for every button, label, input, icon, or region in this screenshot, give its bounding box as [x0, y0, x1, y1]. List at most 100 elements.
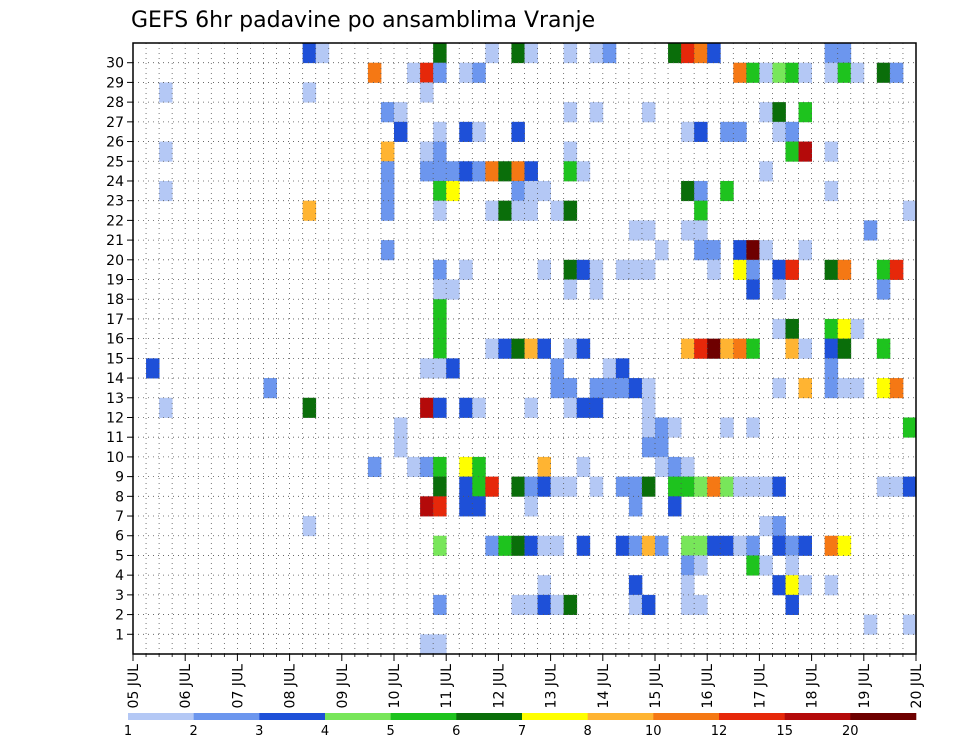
heatmap-cell [433, 496, 447, 517]
heatmap-cell [433, 358, 447, 379]
y-tick-label: 14 [106, 371, 124, 387]
heatmap-cell [733, 240, 747, 261]
heatmap-cell [589, 43, 604, 64]
y-axis: 1234567891011121314151617181920212223242… [106, 56, 133, 643]
colorbar-label: 12 [711, 724, 728, 739]
y-tick-label: 9 [115, 470, 124, 486]
heatmap-cell [394, 417, 408, 438]
heatmap-cell [824, 378, 839, 399]
colorbar-swatch [784, 713, 851, 720]
heatmap-cell [459, 476, 473, 497]
heatmap-cell [824, 358, 839, 379]
colorbar-label: 1 [124, 724, 132, 739]
heatmap-cell [563, 161, 578, 182]
heatmap-cell [563, 378, 578, 399]
heatmap-cell [824, 180, 839, 202]
heatmap-cell [537, 180, 551, 202]
heatmap-cell [681, 555, 695, 576]
heatmap-cell [589, 378, 604, 399]
heatmap-cell [720, 180, 734, 202]
heatmap-cell [446, 180, 460, 202]
heatmap-cell [550, 594, 565, 615]
y-tick-label: 7 [115, 509, 124, 525]
heatmap-cell [733, 259, 747, 280]
heatmap-cell [785, 259, 799, 280]
heatmap-cell [589, 476, 604, 497]
heatmap-cell [459, 496, 473, 517]
heatmap-cell [537, 594, 551, 615]
heatmap-cell [563, 476, 578, 497]
heatmap-cell [433, 318, 447, 340]
heatmap-cell [655, 240, 669, 261]
heatmap-cell [485, 43, 499, 64]
heatmap-cell [655, 417, 669, 438]
heatmap-cell [524, 43, 538, 64]
heatmap-cell [433, 594, 447, 615]
heatmap-cell [380, 102, 395, 123]
heatmap-cell [902, 614, 917, 635]
heatmap-cell [602, 358, 617, 379]
heatmap-cell [785, 141, 799, 162]
heatmap-cell [772, 62, 786, 83]
heatmap-cell [681, 338, 695, 359]
heatmap-cell [824, 259, 839, 280]
heatmap-cell [615, 358, 630, 379]
heatmap-cell [681, 535, 695, 556]
heatmap-cell [694, 555, 708, 576]
heatmap-cell [146, 358, 160, 379]
heatmap-cell [720, 535, 734, 556]
heatmap-cell [433, 43, 447, 64]
heatmap-cell [433, 397, 447, 418]
heatmap-cell [720, 476, 734, 497]
heatmap-cell [681, 121, 695, 142]
heatmap-cell [798, 378, 812, 399]
heatmap-cell [563, 279, 578, 300]
colorbar-swatch [587, 713, 654, 720]
heatmap-cell [733, 338, 747, 359]
y-tick-label: 6 [115, 529, 124, 545]
heatmap-cell [785, 338, 799, 359]
heatmap-cell [433, 299, 447, 320]
heatmap-cell [694, 121, 708, 142]
heatmap-cell [315, 43, 330, 64]
heatmap-cell [837, 318, 852, 340]
heatmap-cell [524, 161, 538, 182]
y-tick-label: 1 [115, 627, 124, 643]
heatmap-cell [615, 259, 630, 280]
heatmap-cell [733, 121, 747, 142]
heatmap-cell [459, 259, 473, 280]
heatmap-cell [524, 476, 538, 497]
heatmap-cell [668, 476, 682, 497]
heatmap-cell [485, 535, 499, 556]
heatmap-cell [485, 200, 499, 221]
heatmap-cell [824, 575, 839, 596]
heatmap-cell [589, 397, 604, 418]
y-tick-label: 23 [106, 194, 124, 210]
heatmap-cell [668, 417, 682, 438]
y-tick-label: 29 [106, 75, 124, 91]
chart-title: GEFS 6hr padavine po ansamblima Vranje [131, 8, 595, 33]
heatmap-cell [420, 82, 434, 103]
x-tick-label: 16 JUL [700, 664, 716, 709]
heatmap-cell [472, 456, 486, 478]
x-tick-label: 08 JUL [283, 664, 299, 709]
heatmap-cell [485, 161, 499, 182]
colorbar-swatch [522, 713, 588, 720]
heatmap-cell [446, 279, 460, 300]
colorbar-swatch [325, 713, 391, 720]
heatmap-cell [876, 279, 891, 300]
x-tick-label: 12 JUL [491, 664, 507, 709]
heatmap-cell [824, 43, 839, 64]
heatmap-cell [367, 62, 382, 83]
heatmap-cell [628, 220, 643, 241]
heatmap-cell [863, 614, 878, 635]
heatmap-cell [537, 259, 551, 280]
heatmap-cell [681, 575, 695, 596]
heatmap-cell [420, 161, 434, 182]
heatmap-cell [472, 476, 486, 497]
heatmap-cell [433, 279, 447, 300]
heatmap-cell [498, 200, 512, 221]
heatmap-cell [459, 121, 473, 142]
heatmap-cell [498, 161, 512, 182]
heatmap-cell [889, 378, 904, 399]
